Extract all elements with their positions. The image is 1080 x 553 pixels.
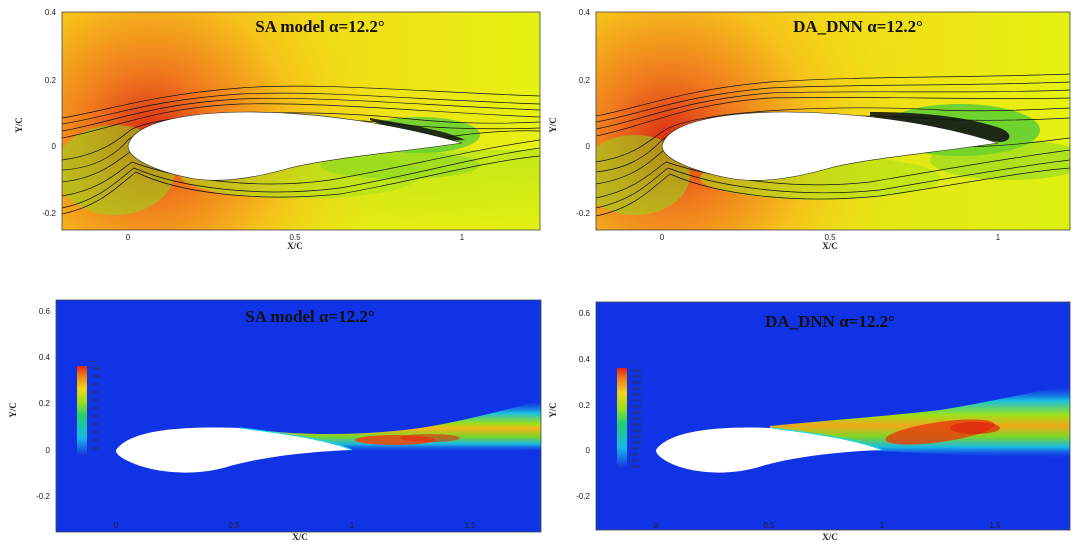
y-axis-label: Y/C [548,117,558,133]
x-tick-label: 0.5 [289,233,301,242]
y-tick-label: 0.2 [45,76,57,85]
y-tick-label: 0 [586,446,591,455]
colorbar-level: 200 [631,464,639,469]
y-axis-label: Y/C [8,402,18,418]
x-tick-label: 1 [996,233,1001,242]
colorbar-level: 2000 [631,410,642,415]
y-tick-label: 0.2 [579,76,591,85]
y-tick-label: 0.6 [39,307,51,316]
colorbar-level: 800 [91,390,99,395]
colorbar-level: 2400 [631,398,642,403]
colorbar-level: 600 [631,452,639,457]
colorbar-level: 2600 [631,392,642,397]
y-tick-label: 0.6 [579,309,591,318]
y-tick-label: 0 [586,142,591,151]
colorbar-level: 1600 [631,422,642,427]
colorbar-level: 1000 [631,440,642,445]
colorbar-level: 600 [91,406,99,411]
colorbar-level: 700 [91,398,99,403]
x-tick-label: 1 [350,521,355,530]
colorbar-level: 1400 [631,428,642,433]
x-tick-label: 1.5 [989,521,1001,530]
colorbar-level: 1000 [91,374,102,379]
colorbar-level: 2800 [631,386,642,391]
panel-top-left: SA model α=12.2° 0.4 0.2 0 -0.2 0 0.5 1 … [0,0,541,251]
colorbar-levels: 1100 1000 900 800 700 600 500 400 300 20… [91,366,102,451]
colorbar-level: 3400 [631,368,642,373]
y-tick-label: 0.2 [579,401,591,410]
colorbar-level: 800 [631,446,639,451]
panel-top-right: DA_DNN α=12.2° 0.4 0.2 0 -0.2 0 0.5 1 X/… [540,0,1080,251]
colorbar-levels: 3400 3200 3000 2800 2600 2400 2200 2000 … [631,368,642,469]
colorbar-level: 3200 [631,374,642,379]
x-tick-label: 1 [880,521,885,530]
x-tick-label: 0 [654,521,659,530]
x-axis-label: X/C [822,241,838,251]
colorbar-level: 3000 [631,380,642,385]
colorbar-level: 500 [91,414,99,419]
colorbar-level: 400 [631,458,639,463]
x-axis-label: X/C [292,532,308,542]
y-tick-label: 0.4 [39,353,51,362]
y-tick-label: 0.4 [579,8,591,17]
panel-bottom-left: SA model α=12.2° νₜ 1100 1000 900 800 70… [0,290,545,553]
panel-bottom-right: DA_DNN α=12.2° νₜ 3400 3200 3000 2800 26… [540,290,1080,553]
colorbar-level: 100 [91,446,99,451]
panel-title: SA model α=12.2° [255,17,384,36]
colorbar-level: 2200 [631,404,642,409]
colorbar-level: 900 [91,382,99,387]
panel-title: SA model α=12.2° [245,307,374,326]
pressure-plot-sa: SA model α=12.2° 0.4 0.2 0 -0.2 0 0.5 1 … [14,8,541,251]
colorbar-label: νₜ [631,360,635,365]
y-tick-label: -0.2 [42,209,56,218]
x-tick-label: 0.5 [824,233,836,242]
y-tick-label: -0.2 [576,209,590,218]
x-axis-label: X/C [287,241,303,251]
y-tick-label: 0.2 [39,399,51,408]
panel-title: DA_DNN α=12.2° [793,17,923,36]
y-tick-label: 0 [46,446,51,455]
colorbar-level: 1200 [631,434,642,439]
x-tick-label: 0 [660,233,665,242]
viscosity-plot-dnn: DA_DNN α=12.2° νₜ 3400 3200 3000 2800 26… [548,301,1071,542]
x-tick-label: 1 [460,233,465,242]
x-tick-label: 0 [114,521,119,530]
viscosity-plot-sa: SA model α=12.2° νₜ 1100 1000 900 800 70… [8,299,542,542]
y-tick-label: 0 [52,142,57,151]
colorbar-level: 1100 [91,366,101,371]
x-axis-label: X/C [822,532,838,542]
colorbar-level: 300 [91,430,99,435]
x-tick-label: 0.5 [763,521,775,530]
panel-title: DA_DNN α=12.2° [765,312,895,331]
colorbar-level: 1800 [631,416,642,421]
colorbar-level: 400 [91,422,99,427]
y-tick-label: 0.4 [45,8,57,17]
y-tick-label: -0.2 [36,492,50,501]
x-tick-label: 0.5 [228,521,240,530]
y-axis-label: Y/C [548,402,558,418]
x-tick-label: 0 [126,233,131,242]
colorbar-label: νₜ [91,358,95,363]
x-tick-label: 1.5 [464,521,476,530]
y-tick-label: -0.2 [576,492,590,501]
colorbar-level: 200 [91,438,99,443]
pressure-plot-dnn: DA_DNN α=12.2° 0.4 0.2 0 -0.2 0 0.5 1 X/… [548,8,1071,251]
y-tick-label: 0.4 [579,355,591,364]
y-axis-label: Y/C [14,117,24,133]
